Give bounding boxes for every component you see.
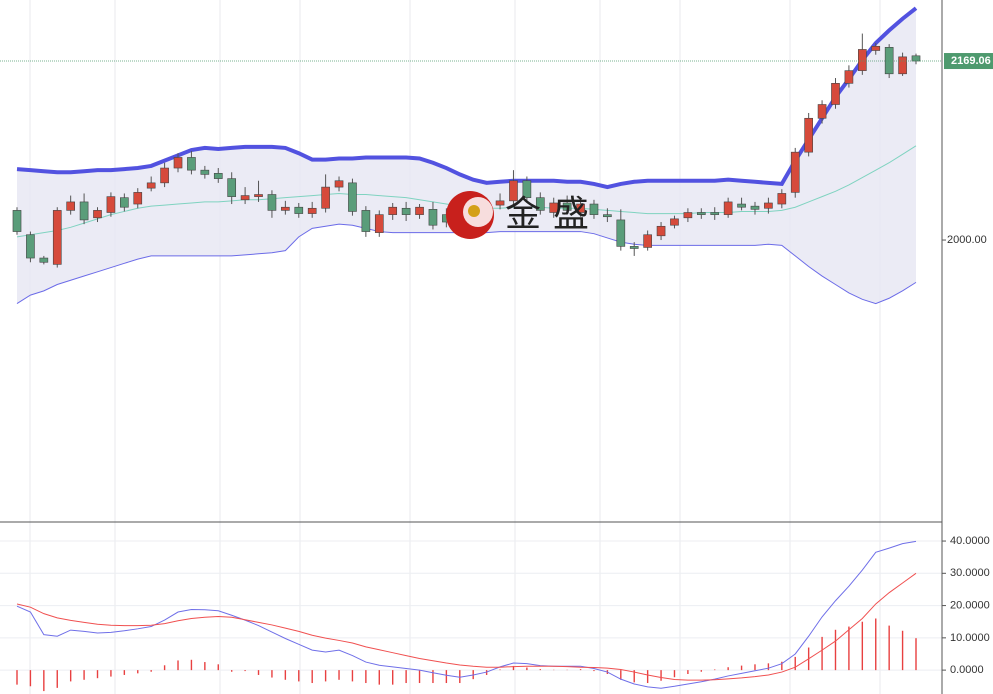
candle-body xyxy=(871,45,881,51)
y-tick-label: 10.0000 xyxy=(950,632,990,644)
candle-body xyxy=(764,202,773,209)
candle-body xyxy=(696,212,706,215)
candle-body xyxy=(428,209,438,226)
candle-body xyxy=(629,246,639,249)
candle-body xyxy=(777,193,787,205)
candle-body xyxy=(133,192,143,205)
candle-body xyxy=(670,218,679,226)
band-line xyxy=(16,6,918,190)
candle-body xyxy=(146,182,156,189)
macd-line xyxy=(16,540,917,689)
candle-body xyxy=(522,180,532,198)
candle-body xyxy=(254,194,263,197)
candle-body xyxy=(750,205,760,210)
candle-body xyxy=(374,214,384,233)
candle-body xyxy=(227,178,237,197)
candle-body xyxy=(334,180,344,188)
candle-body xyxy=(884,47,894,75)
candle-body xyxy=(911,55,921,62)
candle-body xyxy=(401,207,411,215)
candle-body xyxy=(817,104,827,119)
candle-body xyxy=(93,210,102,219)
y-tick-label: 0.0000 xyxy=(950,664,984,676)
candle-body xyxy=(710,212,720,215)
candle-body xyxy=(294,206,304,214)
candle-body xyxy=(831,83,840,105)
last-price-label: 2169.06 xyxy=(951,55,991,67)
candle-body xyxy=(52,210,62,265)
candle-body xyxy=(415,206,424,215)
candle-body xyxy=(737,203,746,208)
candle-body xyxy=(576,203,585,213)
candle-body xyxy=(213,173,223,179)
candle-body xyxy=(200,169,210,175)
candle-body xyxy=(12,210,22,232)
candle-body xyxy=(643,234,652,248)
macd-line xyxy=(16,572,917,681)
candle-body xyxy=(683,212,693,219)
candle-body xyxy=(361,210,371,232)
candle-body xyxy=(267,194,277,211)
candle-body xyxy=(509,180,518,202)
candle-body xyxy=(495,200,505,206)
time-grid xyxy=(29,0,881,694)
candle-body xyxy=(106,196,116,213)
candle-body xyxy=(307,207,317,214)
candle-body xyxy=(120,197,129,208)
candle-body xyxy=(187,157,196,171)
candle-body xyxy=(844,70,854,84)
band-fill xyxy=(17,8,916,304)
watermark: 金盛 xyxy=(446,191,601,239)
candle-body xyxy=(562,202,572,211)
candle-body xyxy=(790,151,800,193)
candle-body xyxy=(79,201,89,221)
candle-body xyxy=(535,197,545,211)
candle-body xyxy=(603,214,612,218)
candle-body xyxy=(804,117,813,153)
y-tick-label: 40.0000 xyxy=(950,535,990,547)
watermark-text: 金盛 xyxy=(505,194,601,235)
candle-body xyxy=(589,203,599,215)
candle-body xyxy=(240,195,250,201)
candle-body xyxy=(39,257,49,263)
candle-body xyxy=(321,186,330,209)
candle-body xyxy=(616,219,626,247)
candle-body xyxy=(656,225,666,237)
candle-body xyxy=(66,201,75,211)
candle-body xyxy=(173,157,183,169)
candle-body xyxy=(160,167,169,184)
candle-body xyxy=(723,201,733,215)
candle-body xyxy=(858,49,867,71)
candle-body xyxy=(898,56,907,75)
y-tick-label: 30.0000 xyxy=(950,567,990,579)
candle-body xyxy=(348,182,357,212)
y-tick-label: 20.0000 xyxy=(950,599,990,611)
candle-body xyxy=(281,206,290,211)
last-price-box xyxy=(944,53,993,70)
y-tick-label: 2000.00 xyxy=(947,234,987,246)
candle-body xyxy=(549,202,559,213)
candle-body xyxy=(26,234,35,259)
logo-dot xyxy=(468,205,480,217)
plot-layer: 2000.00 2169.06 40.0000 30.0000 20.0000 10.00… xyxy=(0,6,993,692)
candle-body xyxy=(388,206,398,215)
